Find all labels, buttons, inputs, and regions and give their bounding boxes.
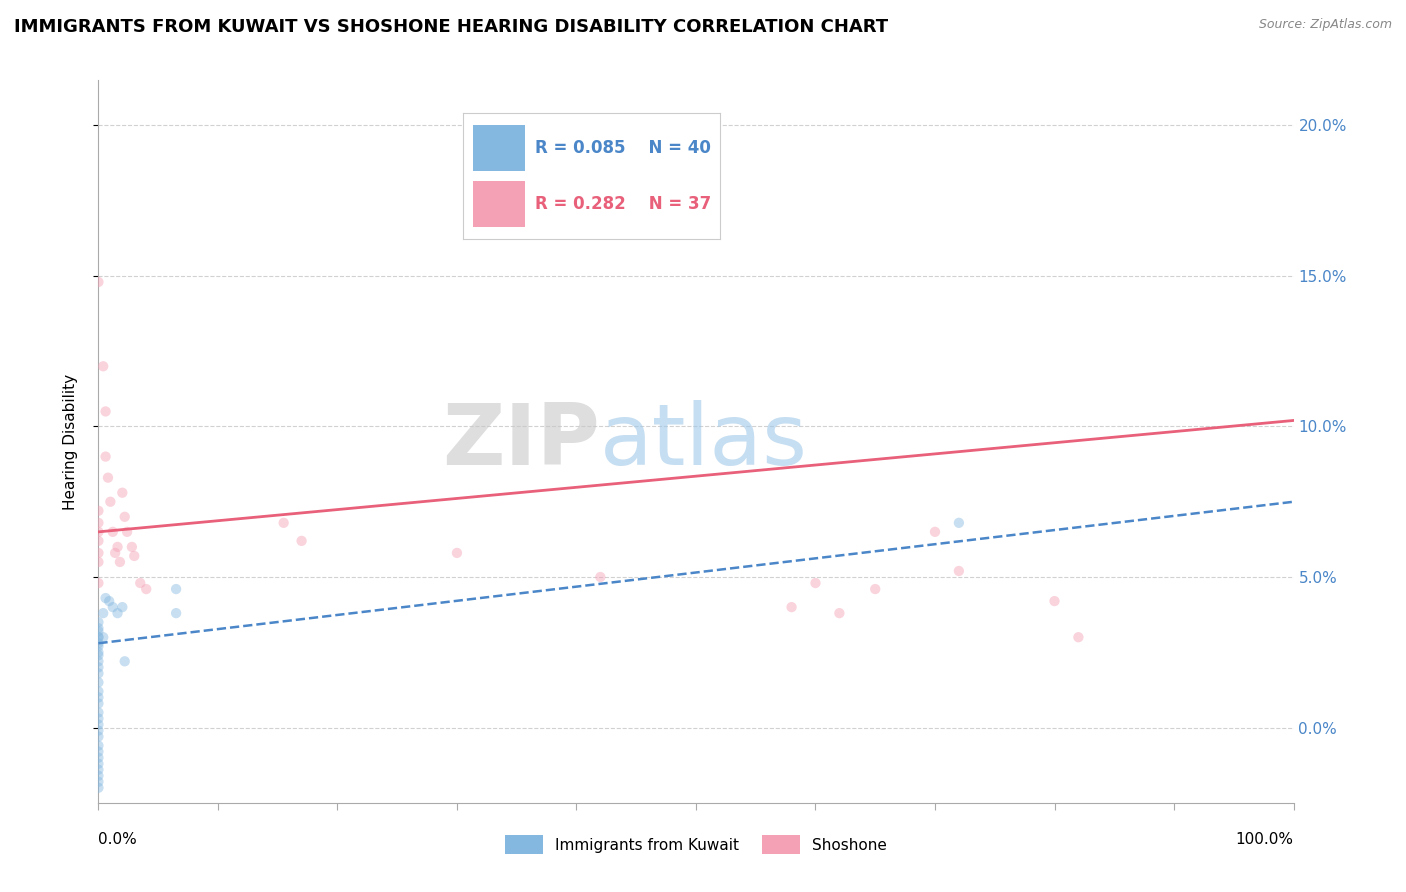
- Point: [804, 576, 827, 591]
- Point: [121, 540, 143, 554]
- Point: [87, 739, 110, 753]
- Point: [589, 570, 612, 584]
- Point: [101, 524, 124, 539]
- Point: [111, 485, 134, 500]
- Point: [1067, 630, 1090, 644]
- Point: [94, 450, 117, 464]
- Point: [91, 630, 114, 644]
- Point: [107, 606, 129, 620]
- Point: [924, 524, 946, 539]
- Point: [114, 509, 136, 524]
- Point: [135, 582, 157, 596]
- Point: [87, 524, 110, 539]
- Point: [273, 516, 295, 530]
- Point: [87, 660, 110, 674]
- Point: [87, 654, 110, 668]
- Point: [87, 624, 110, 639]
- Point: [87, 504, 110, 518]
- Point: [124, 549, 146, 563]
- Point: [107, 540, 129, 554]
- Point: [94, 591, 117, 606]
- Point: [97, 470, 120, 484]
- Point: [865, 582, 887, 596]
- Text: IMMIGRANTS FROM KUWAIT VS SHOSHONE HEARING DISABILITY CORRELATION CHART: IMMIGRANTS FROM KUWAIT VS SHOSHONE HEARI…: [14, 18, 889, 36]
- Text: atlas: atlas: [600, 400, 808, 483]
- Point: [87, 745, 110, 759]
- Point: [91, 359, 114, 374]
- Point: [87, 756, 110, 771]
- Point: [87, 516, 110, 530]
- Point: [446, 546, 468, 560]
- Point: [87, 697, 110, 711]
- Point: [94, 404, 117, 418]
- Point: [87, 648, 110, 663]
- Point: [87, 546, 110, 560]
- Point: [87, 750, 110, 764]
- Point: [948, 564, 970, 578]
- Point: [129, 576, 152, 591]
- Point: [87, 690, 110, 705]
- Point: [87, 763, 110, 777]
- Point: [87, 717, 110, 731]
- Point: [87, 774, 110, 789]
- Legend: Immigrants from Kuwait, Shoshone: Immigrants from Kuwait, Shoshone: [499, 830, 893, 860]
- Point: [87, 675, 110, 690]
- Point: [115, 524, 138, 539]
- Text: Source: ZipAtlas.com: Source: ZipAtlas.com: [1258, 18, 1392, 31]
- Point: [104, 546, 127, 560]
- Text: 100.0%: 100.0%: [1236, 831, 1294, 847]
- Y-axis label: Hearing Disability: Hearing Disability: [63, 374, 77, 509]
- Point: [87, 780, 110, 795]
- Point: [87, 666, 110, 681]
- Point: [114, 654, 136, 668]
- Point: [780, 600, 803, 615]
- Point: [87, 639, 110, 653]
- Point: [87, 630, 110, 644]
- Point: [87, 621, 110, 635]
- Point: [87, 275, 110, 289]
- Text: ZIP: ZIP: [443, 400, 600, 483]
- Point: [87, 684, 110, 698]
- Point: [87, 630, 110, 644]
- Text: 0.0%: 0.0%: [98, 831, 138, 847]
- Point: [101, 600, 124, 615]
- Point: [87, 706, 110, 720]
- Point: [87, 636, 110, 650]
- Point: [685, 209, 707, 223]
- Point: [948, 516, 970, 530]
- Point: [828, 606, 851, 620]
- Point: [165, 582, 187, 596]
- Point: [87, 730, 110, 744]
- Point: [1043, 594, 1066, 608]
- Point: [87, 533, 110, 548]
- Point: [91, 606, 114, 620]
- Point: [111, 600, 134, 615]
- Point: [291, 533, 314, 548]
- Point: [87, 576, 110, 591]
- Point: [98, 594, 121, 608]
- Point: [98, 494, 122, 508]
- Point: [87, 712, 110, 726]
- Point: [87, 769, 110, 783]
- Point: [165, 606, 187, 620]
- Point: [87, 555, 110, 569]
- Point: [87, 723, 110, 738]
- Point: [87, 615, 110, 630]
- Point: [87, 645, 110, 659]
- Point: [108, 555, 131, 569]
